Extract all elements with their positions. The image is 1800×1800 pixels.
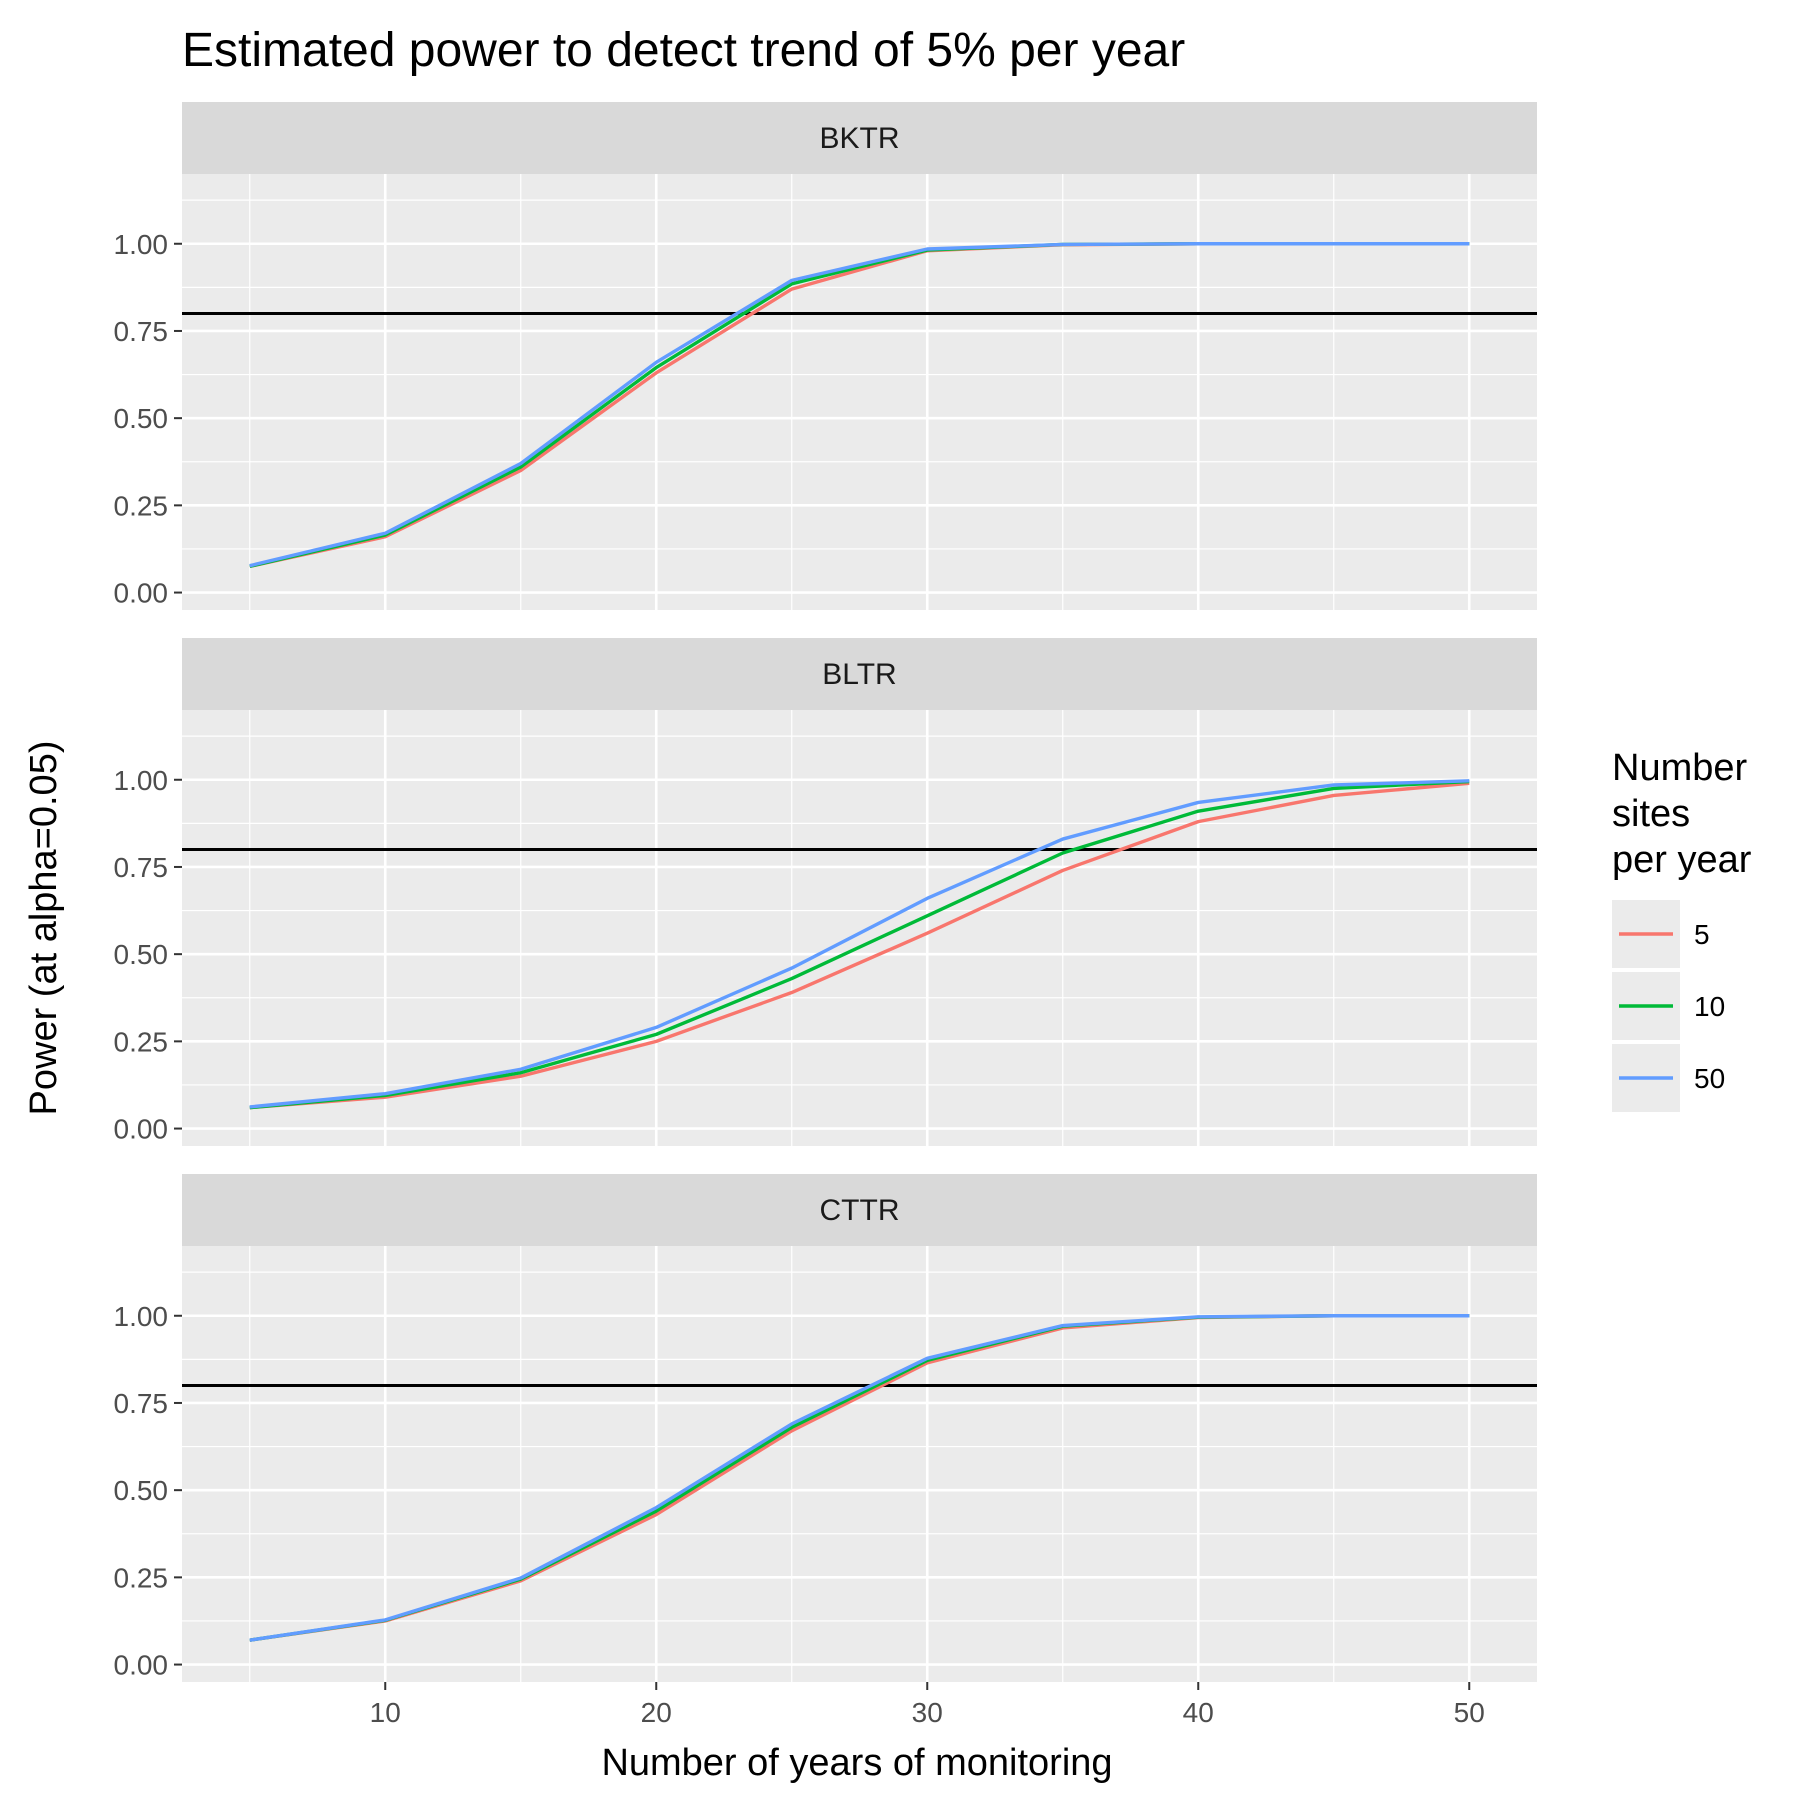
y-axis-title: Power (at alpha=0.05) (23, 741, 65, 1116)
facet-strip-label: BLTR (822, 658, 896, 691)
chart-title: Estimated power to detect trend of 5% pe… (182, 24, 1185, 77)
x-tick-label: 50 (1454, 1697, 1485, 1728)
legend-title-line: Number (1612, 747, 1747, 789)
y-tick-label: 0.00 (114, 1650, 169, 1681)
facet-strip-label: BKTR (819, 122, 899, 155)
y-tick-label: 0.50 (114, 1475, 169, 1506)
x-axis: 10 20 30 40 50 (370, 1682, 1485, 1728)
y-tick-label: 0.25 (114, 490, 169, 521)
y-tick-label: 0.00 (114, 578, 169, 609)
series-line-50-sites (249, 242, 1470, 568)
y-tick-label: 0.75 (114, 1388, 169, 1419)
y-tick-label: 0.00 (114, 1114, 169, 1145)
series-line-50-sites (249, 779, 1470, 1109)
legend-label: 5 (1694, 919, 1710, 950)
y-tick-label: 0.50 (114, 939, 169, 970)
series-line-10-sites (249, 779, 1470, 1110)
y-tick-label: 0.50 (114, 403, 169, 434)
facet-strip-label: CTTR (820, 1194, 900, 1227)
y-tick-label: 1.00 (114, 765, 169, 796)
legend-title-line: sites (1612, 793, 1690, 835)
panel-cttr: CTTR 0.00 0.25 0.50 0.75 1.00 (114, 1174, 1537, 1682)
legend-label: 10 (1694, 991, 1725, 1022)
y-tick-label: 1.00 (114, 229, 169, 260)
y-tick-label: 0.25 (114, 1562, 169, 1593)
panel-background (182, 710, 1537, 1146)
y-tick-label: 1.00 (114, 1301, 169, 1332)
series-line-50-sites (249, 1314, 1470, 1642)
facet-strip (182, 1174, 1537, 1246)
panel-bktr: BKTR 0.00 0.25 0.50 0.75 1.00 (114, 102, 1537, 610)
legend-title-line: per year (1612, 839, 1752, 881)
facet-strip (182, 638, 1537, 710)
panels: BKTR 0.00 0.25 0.50 0.75 1.00 BLTR 0.00 0.25 0.50… (114, 102, 1537, 1682)
y-tick-label: 0.75 (114, 316, 169, 347)
x-tick-label: 20 (641, 1697, 672, 1728)
y-tick-label: 0.75 (114, 852, 169, 883)
x-tick-label: 10 (370, 1697, 401, 1728)
x-tick-label: 40 (1183, 1697, 1214, 1728)
panel-bltr: BLTR 0.00 0.25 0.50 0.75 1.00 (114, 638, 1537, 1146)
series-line-5-sites (249, 781, 1470, 1110)
y-tick-label: 0.25 (114, 1026, 169, 1057)
x-tick-label: 30 (912, 1697, 943, 1728)
facet-strip (182, 102, 1537, 174)
panel-background (182, 1246, 1537, 1682)
panel-background (182, 174, 1537, 610)
x-axis-title: Number of years of monitoring (601, 1742, 1112, 1784)
legend-label: 50 (1694, 1063, 1725, 1094)
